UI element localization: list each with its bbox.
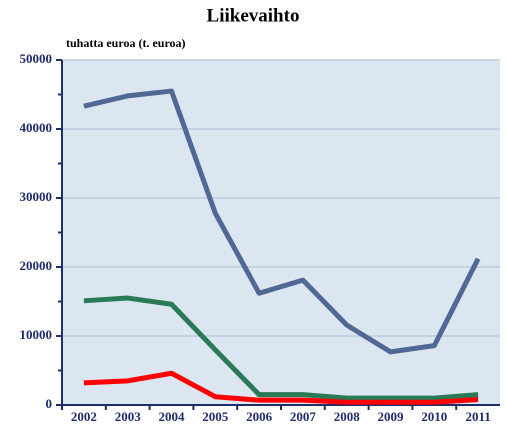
axis-unit: tuhatta euroa (t. euroa)	[66, 36, 186, 50]
chart-title: Liikevaihto	[207, 5, 300, 26]
y-tick-label: 30000	[20, 189, 53, 204]
x-tick-label: 2006	[246, 409, 273, 424]
line-series	[83, 370, 479, 405]
x-tick-label: 2010	[421, 409, 447, 424]
x-tick-label: 2005	[202, 409, 229, 424]
plot-area	[62, 60, 500, 405]
line-series	[83, 88, 481, 355]
x-tick-label: 2003	[115, 409, 142, 424]
line-series	[83, 295, 479, 401]
x-tick-label: 2011	[465, 409, 490, 424]
x-tick-label: 2007	[290, 409, 317, 424]
y-tick-label: 10000	[20, 327, 53, 342]
y-tick-label: 0	[46, 396, 53, 411]
x-tick-label: 2009	[378, 409, 405, 424]
x-tick-label: 2008	[334, 409, 361, 424]
x-tick-label: 2002	[71, 409, 97, 424]
y-tick-label: 50000	[20, 51, 53, 66]
y-tick-label: 20000	[20, 258, 53, 273]
y-tick-label: 40000	[20, 120, 53, 135]
x-tick-label: 2004	[159, 409, 186, 424]
